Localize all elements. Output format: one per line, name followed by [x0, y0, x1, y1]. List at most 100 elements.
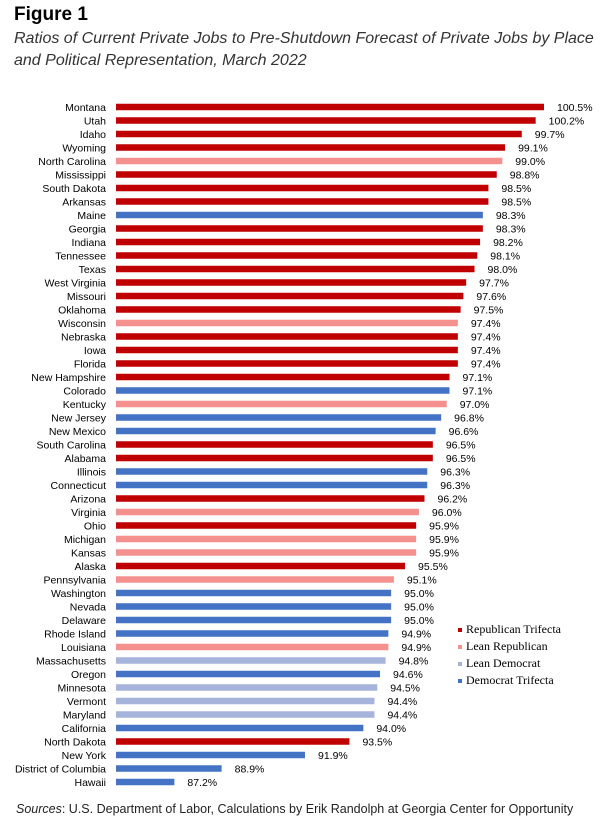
data-label: 91.9% — [318, 750, 348, 762]
bar — [116, 198, 489, 205]
bar — [116, 724, 364, 732]
data-label: 97.4% — [471, 331, 501, 343]
source-label: Sources — [16, 802, 62, 816]
category-label: Massachusetts — [36, 655, 106, 667]
category-label: Tennessee — [55, 250, 106, 262]
data-label: 96.5% — [446, 453, 476, 465]
data-label: 98.3% — [496, 210, 526, 222]
category-label: Oklahoma — [58, 304, 106, 316]
data-label: 95.1% — [407, 574, 437, 586]
bar — [116, 184, 489, 192]
category-label: Maryland — [63, 709, 106, 721]
bar — [116, 576, 394, 583]
category-label: New York — [62, 750, 107, 762]
data-label: 94.9% — [401, 628, 431, 640]
category-label: Minnesota — [58, 682, 107, 694]
legend-swatch — [458, 662, 462, 666]
bar — [116, 643, 389, 651]
data-label: 97.4% — [471, 358, 501, 370]
bar — [116, 238, 481, 246]
category-label: Alaska — [74, 561, 106, 573]
data-label: 96.0% — [432, 507, 462, 519]
data-label: 95.9% — [429, 534, 459, 546]
data-label: 99.0% — [515, 156, 545, 168]
category-label: Texas — [79, 264, 106, 276]
bar — [116, 144, 506, 151]
data-label: 96.6% — [449, 426, 479, 438]
legend-swatch — [458, 628, 462, 632]
data-label: 94.6% — [393, 669, 423, 681]
category-label: Kentucky — [63, 399, 107, 411]
data-label: 96.5% — [446, 439, 476, 451]
data-label: 94.0% — [376, 723, 406, 735]
category-label: Arkansas — [62, 196, 106, 208]
bar — [116, 616, 392, 624]
bar — [116, 265, 475, 273]
bar — [116, 589, 392, 597]
bar — [116, 738, 350, 745]
bar — [116, 603, 392, 610]
data-label: 88.9% — [235, 763, 265, 775]
category-label: Wisconsin — [58, 318, 106, 330]
category-label: South Carolina — [37, 439, 107, 451]
category-label: West Virginia — [45, 277, 107, 289]
bar — [116, 711, 375, 718]
bar — [116, 454, 433, 462]
category-label: Arizona — [70, 493, 106, 505]
bar — [116, 630, 389, 637]
bar-chart: Montana 100.5% Utah 100.2% Idaho 99.7% Wyoming… — [15, 102, 593, 789]
data-label: 98.2% — [493, 237, 523, 249]
data-label: 99.7% — [535, 129, 565, 141]
category-label: Nevada — [70, 601, 106, 613]
category-label: Pennsylvania — [44, 574, 107, 586]
data-label: 98.8% — [510, 169, 540, 181]
bar — [116, 279, 467, 286]
bar — [116, 373, 450, 381]
category-label: Ohio — [84, 520, 106, 532]
category-label: District of Columbia — [15, 763, 106, 775]
data-label: 95.5% — [418, 561, 448, 573]
legend-entry: Lean Democrat — [466, 656, 541, 670]
data-label: 96.3% — [440, 480, 470, 492]
data-label: 98.5% — [501, 183, 531, 195]
category-label: Georgia — [69, 223, 107, 235]
bar — [116, 468, 428, 475]
source-note: Sources: U.S. Department of Labor, Calcu… — [16, 802, 601, 816]
data-label: 95.0% — [404, 601, 434, 613]
category-label: New Jersey — [51, 412, 107, 424]
category-label: Delaware — [62, 615, 107, 627]
bars-layer: Montana 100.5% Utah 100.2% Idaho 99.7% Wyoming… — [15, 102, 593, 789]
legend-swatch — [458, 645, 462, 649]
data-label: 96.2% — [437, 493, 467, 505]
category-label: Kansas — [71, 547, 106, 559]
data-label: 95.9% — [429, 520, 459, 532]
category-label: Mississippi — [55, 169, 106, 181]
category-label: New Hampshire — [31, 372, 106, 384]
bar — [116, 252, 478, 259]
legend-entry: Democrat Trifecta — [466, 673, 554, 687]
category-label: Indiana — [72, 237, 107, 249]
bar — [116, 778, 175, 786]
legend: Republican Trifecta Lean Republican Lean D… — [458, 622, 562, 687]
category-label: Florida — [74, 358, 106, 370]
data-label: 95.9% — [429, 547, 459, 559]
category-label: Louisiana — [61, 642, 106, 654]
data-label: 100.2% — [549, 115, 585, 127]
bar — [116, 414, 442, 421]
category-label: Utah — [84, 115, 106, 127]
figure-label: Figure 1 — [14, 4, 88, 25]
data-label: 94.8% — [399, 655, 429, 667]
category-label: North Dakota — [44, 736, 106, 748]
bar — [116, 522, 417, 529]
bar — [116, 387, 450, 394]
bar — [116, 211, 483, 219]
bar — [116, 562, 406, 570]
category-label: Colorado — [63, 385, 106, 397]
category-label: Idaho — [80, 129, 106, 141]
data-label: 94.5% — [390, 682, 420, 694]
legend-entry: Republican Trifecta — [466, 622, 562, 636]
bar — [116, 117, 536, 124]
data-label: 99.1% — [518, 142, 548, 154]
data-label: 98.1% — [490, 250, 520, 262]
bar — [116, 481, 428, 489]
